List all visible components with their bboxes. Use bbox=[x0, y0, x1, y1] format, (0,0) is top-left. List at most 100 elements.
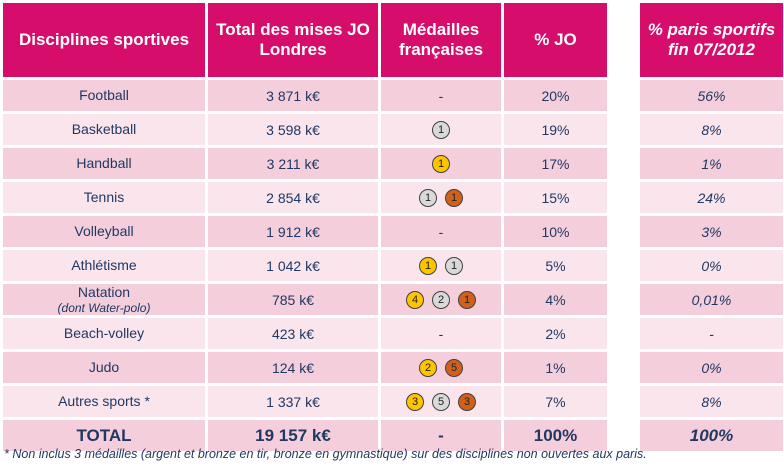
pct-paris-cell: 8% bbox=[640, 386, 783, 417]
silver-medal-icon: 1 bbox=[445, 256, 463, 275]
pct-jo-cell: 15% bbox=[504, 182, 607, 213]
column-gap bbox=[610, 284, 637, 315]
column-gap bbox=[610, 352, 637, 383]
total-pct-paris: 100% bbox=[640, 420, 783, 451]
mises-cell: 124 k€ bbox=[208, 352, 378, 383]
silver-medal-icon: 2 bbox=[432, 290, 450, 309]
pct-jo-cell: 17% bbox=[504, 148, 607, 179]
column-gap bbox=[610, 182, 637, 213]
pct-paris-cell: 24% bbox=[640, 182, 783, 213]
discipline-name: Autres sports * bbox=[58, 393, 150, 409]
column-gap bbox=[610, 318, 637, 349]
medal-group: 1 bbox=[432, 120, 450, 139]
discipline-name: Tennis bbox=[83, 189, 125, 205]
pct-paris-cell: 0% bbox=[640, 352, 783, 383]
pct-paris-cell: - bbox=[640, 318, 783, 349]
total-mises: 19 157 k€ bbox=[208, 420, 378, 451]
pct-jo-cell: 7% bbox=[504, 386, 607, 417]
silver-medal-icon: 1 bbox=[432, 120, 450, 139]
medals-cell: - bbox=[381, 80, 501, 111]
column-gap bbox=[610, 80, 637, 111]
medals-cell: 1 bbox=[381, 114, 501, 145]
discipline-cell: Tennis bbox=[3, 182, 205, 213]
bronze-medal-icon: 5 bbox=[445, 358, 463, 377]
discipline-name: Volleyball bbox=[74, 223, 134, 239]
discipline-name: Beach-volley bbox=[63, 325, 145, 341]
discipline-cell: Natation (dont Water-polo) bbox=[3, 284, 205, 315]
pct-jo-cell: 20% bbox=[504, 80, 607, 111]
column-gap bbox=[610, 386, 637, 417]
pct-paris-cell: 56% bbox=[640, 80, 783, 111]
footnote: * Non inclus 3 médailles (argent et bron… bbox=[4, 447, 647, 461]
discipline-name: Football bbox=[79, 87, 129, 103]
mises-cell: 3 871 k€ bbox=[208, 80, 378, 111]
mises-cell: 1 337 k€ bbox=[208, 386, 378, 417]
mises-cell: 423 k€ bbox=[208, 318, 378, 349]
discipline-name: Handball bbox=[76, 155, 132, 171]
medals-betting-table: Disciplines sportives Total des mises JO… bbox=[3, 3, 783, 451]
discipline-cell: Athlétisme bbox=[3, 250, 205, 281]
pct-paris-cell: 8% bbox=[640, 114, 783, 145]
discipline-name: Athlétisme bbox=[71, 257, 137, 273]
column-gap bbox=[610, 148, 637, 179]
mises-cell: 2 854 k€ bbox=[208, 182, 378, 213]
mises-cell: 1 042 k€ bbox=[208, 250, 378, 281]
pct-jo-cell: 1% bbox=[504, 352, 607, 383]
gold-medal-icon: 1 bbox=[432, 154, 450, 173]
gold-medal-icon: 4 bbox=[406, 290, 424, 309]
bronze-medal-icon: 3 bbox=[458, 392, 476, 411]
total-medals: - bbox=[381, 420, 501, 451]
pct-jo-cell: 10% bbox=[504, 216, 607, 247]
medals-cell: - bbox=[381, 216, 501, 247]
pct-paris-cell: 0,01% bbox=[640, 284, 783, 315]
discipline-cell: Football bbox=[3, 80, 205, 111]
silver-medal-icon: 5 bbox=[432, 392, 450, 411]
pct-paris-cell: 3% bbox=[640, 216, 783, 247]
medals-cell: 1 bbox=[381, 148, 501, 179]
gold-medal-icon: 1 bbox=[419, 256, 437, 275]
discipline-cell: Beach-volley bbox=[3, 318, 205, 349]
mises-cell: 3 598 k€ bbox=[208, 114, 378, 145]
discipline-cell: Autres sports * bbox=[3, 386, 205, 417]
column-gap bbox=[610, 114, 637, 145]
discipline-name: Judo bbox=[88, 359, 120, 375]
discipline-name: Basketball bbox=[71, 121, 137, 137]
gold-medal-icon: 3 bbox=[406, 392, 424, 411]
column-gap bbox=[610, 3, 637, 77]
discipline-cell: Basketball bbox=[3, 114, 205, 145]
total-label: TOTAL bbox=[3, 420, 205, 451]
pct-jo-cell: 19% bbox=[504, 114, 607, 145]
bronze-medal-icon: 1 bbox=[458, 290, 476, 309]
medal-group: 1 bbox=[432, 154, 450, 173]
discipline-name: Natation bbox=[77, 284, 131, 300]
mises-cell: 3 211 k€ bbox=[208, 148, 378, 179]
total-pct-jo: 100% bbox=[504, 420, 607, 451]
header-medailles: Médailles françaises bbox=[381, 3, 501, 77]
discipline-cell: Judo bbox=[3, 352, 205, 383]
pct-jo-cell: 5% bbox=[504, 250, 607, 281]
pct-paris-cell: 1% bbox=[640, 148, 783, 179]
bronze-medal-icon: 1 bbox=[445, 188, 463, 207]
mises-cell: 1 912 k€ bbox=[208, 216, 378, 247]
header-pct-jo: % JO bbox=[504, 3, 607, 77]
mises-cell: 785 k€ bbox=[208, 284, 378, 315]
discipline-subtitle: (dont Water-polo) bbox=[57, 301, 151, 315]
header-mises: Total des mises JO Londres bbox=[208, 3, 378, 77]
discipline-cell: Handball bbox=[3, 148, 205, 179]
silver-medal-icon: 1 bbox=[419, 188, 437, 207]
pct-jo-cell: 4% bbox=[504, 284, 607, 315]
header-pct-paris: % paris sportifs fin 07/2012 bbox=[640, 3, 783, 77]
column-gap bbox=[610, 216, 637, 247]
pct-paris-cell: 0% bbox=[640, 250, 783, 281]
gold-medal-icon: 2 bbox=[419, 358, 437, 377]
pct-jo-cell: 2% bbox=[504, 318, 607, 349]
